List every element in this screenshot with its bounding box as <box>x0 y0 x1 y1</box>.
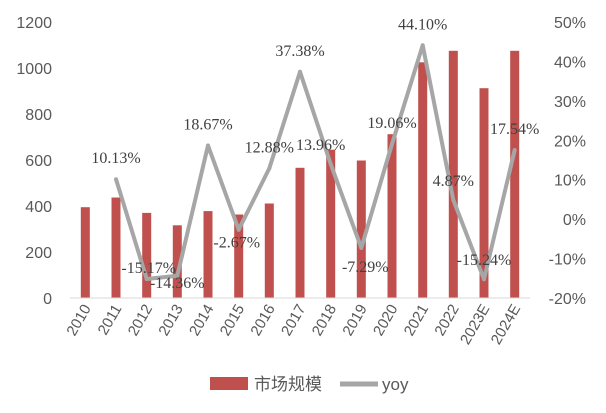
yoy-label-2022: 4.87% <box>433 173 474 190</box>
yoy-point-2022 <box>451 197 456 202</box>
x-tick-2021: 2021 <box>401 302 432 339</box>
bar-2019 <box>356 160 366 298</box>
bar-2012 <box>142 212 152 298</box>
y-left-tick: 1200 <box>16 15 52 32</box>
bar-2023E <box>479 88 489 298</box>
x-tick-2011: 2011 <box>95 302 126 338</box>
x-tick-2022: 2022 <box>431 302 462 339</box>
yoy-label-2021: 44.10% <box>398 16 447 33</box>
bars-layer <box>80 50 520 299</box>
yoy-label-2020: 19.06% <box>367 115 416 132</box>
y-right-tick: 0% <box>563 212 586 229</box>
legend: 市场规模 yoy <box>210 375 409 394</box>
yoy-point-2018 <box>328 162 333 167</box>
y-left-tick: 400 <box>25 199 52 216</box>
x-tick-2018: 2018 <box>309 302 340 339</box>
yoy-point-2024E <box>512 148 517 152</box>
bar-2020 <box>387 134 397 298</box>
yoy-label-2023E: -15.24% <box>457 252 512 269</box>
x-tick-2015: 2015 <box>217 302 248 339</box>
yoy-point-2023E <box>482 277 486 282</box>
yoy-label-2015: -2.67% <box>213 235 260 252</box>
legend-label-yoy: yoy <box>382 375 409 394</box>
x-tick-2016: 2016 <box>247 302 278 339</box>
x-tick-2024E: 2024E <box>488 302 524 348</box>
legend-label-market-size: 市场规模 <box>254 375 322 394</box>
y-right-tick: 40% <box>554 54 586 71</box>
y-left-tick: 1000 <box>16 61 52 78</box>
yoy-label-2019: -7.29% <box>342 259 389 276</box>
bar-2024E <box>510 50 520 299</box>
line-layer <box>114 43 517 282</box>
x-tick-2017: 2017 <box>278 302 309 339</box>
x-tick-2013: 2013 <box>155 302 186 339</box>
y-right-tick: 50% <box>554 15 586 32</box>
bar-2015 <box>234 214 244 298</box>
yoy-label-2012: -15.17% <box>121 260 176 277</box>
y-left-tick: 600 <box>25 153 52 170</box>
bar-2013 <box>172 225 182 298</box>
bar-2022 <box>448 50 458 299</box>
yoy-label-2024E: 17.54% <box>490 121 539 138</box>
yoy-point-2013 <box>175 273 180 278</box>
bar-2014 <box>203 211 213 298</box>
legend-swatch-market-size <box>210 377 248 390</box>
x-tick-2010: 2010 <box>63 302 94 339</box>
x-tick-2023E: 2023E <box>457 302 493 348</box>
x-tick-2014: 2014 <box>186 302 217 339</box>
yoy-line <box>114 43 517 282</box>
yoy-point-2015 <box>236 227 241 232</box>
yoy-point-2014 <box>206 143 210 148</box>
x-tick-2012: 2012 <box>125 302 156 339</box>
yoy-point-2011 <box>114 177 118 182</box>
y-left-tick: 0 <box>43 291 52 308</box>
x-tick-2019: 2019 <box>339 302 370 339</box>
bar-2016 <box>264 203 274 298</box>
yoy-point-2019 <box>359 245 364 250</box>
y-right-tick: 20% <box>554 133 586 150</box>
bar-2010 <box>80 207 90 298</box>
x-tick-2020: 2020 <box>370 302 401 339</box>
yoy-point-2016 <box>267 166 272 171</box>
bar-2017 <box>295 167 305 298</box>
y-right-tick: -20% <box>549 291 586 308</box>
y-right-tick: 30% <box>554 94 586 111</box>
yoy-label-2013: -14.36% <box>150 275 205 292</box>
yoy-label-2017: 37.38% <box>275 43 324 60</box>
yoy-label-2018: 13.96% <box>296 137 345 154</box>
y-left-tick: 800 <box>25 107 52 124</box>
yoy-point-2020 <box>390 142 394 146</box>
labels-layer: 10.13% -15.17%-14.36% 18.67% -2.67% 12.88% 37… <box>91 16 539 292</box>
y-right-tick: -10% <box>549 252 586 269</box>
y-right-tick: 10% <box>554 173 586 190</box>
bar-2021 <box>418 62 428 299</box>
yoy-point-2017 <box>298 69 302 74</box>
bar-2011 <box>111 197 121 298</box>
yoy-label-2014: 18.67% <box>183 117 232 134</box>
yoy-label-2011: 10.13% <box>91 150 140 167</box>
yoy-point-2021 <box>420 43 425 48</box>
yoy-point-2012 <box>144 277 149 281</box>
yoy-label-2016: 12.88% <box>245 139 294 156</box>
bar-2018 <box>326 149 336 298</box>
y-left-tick: 200 <box>25 245 52 262</box>
